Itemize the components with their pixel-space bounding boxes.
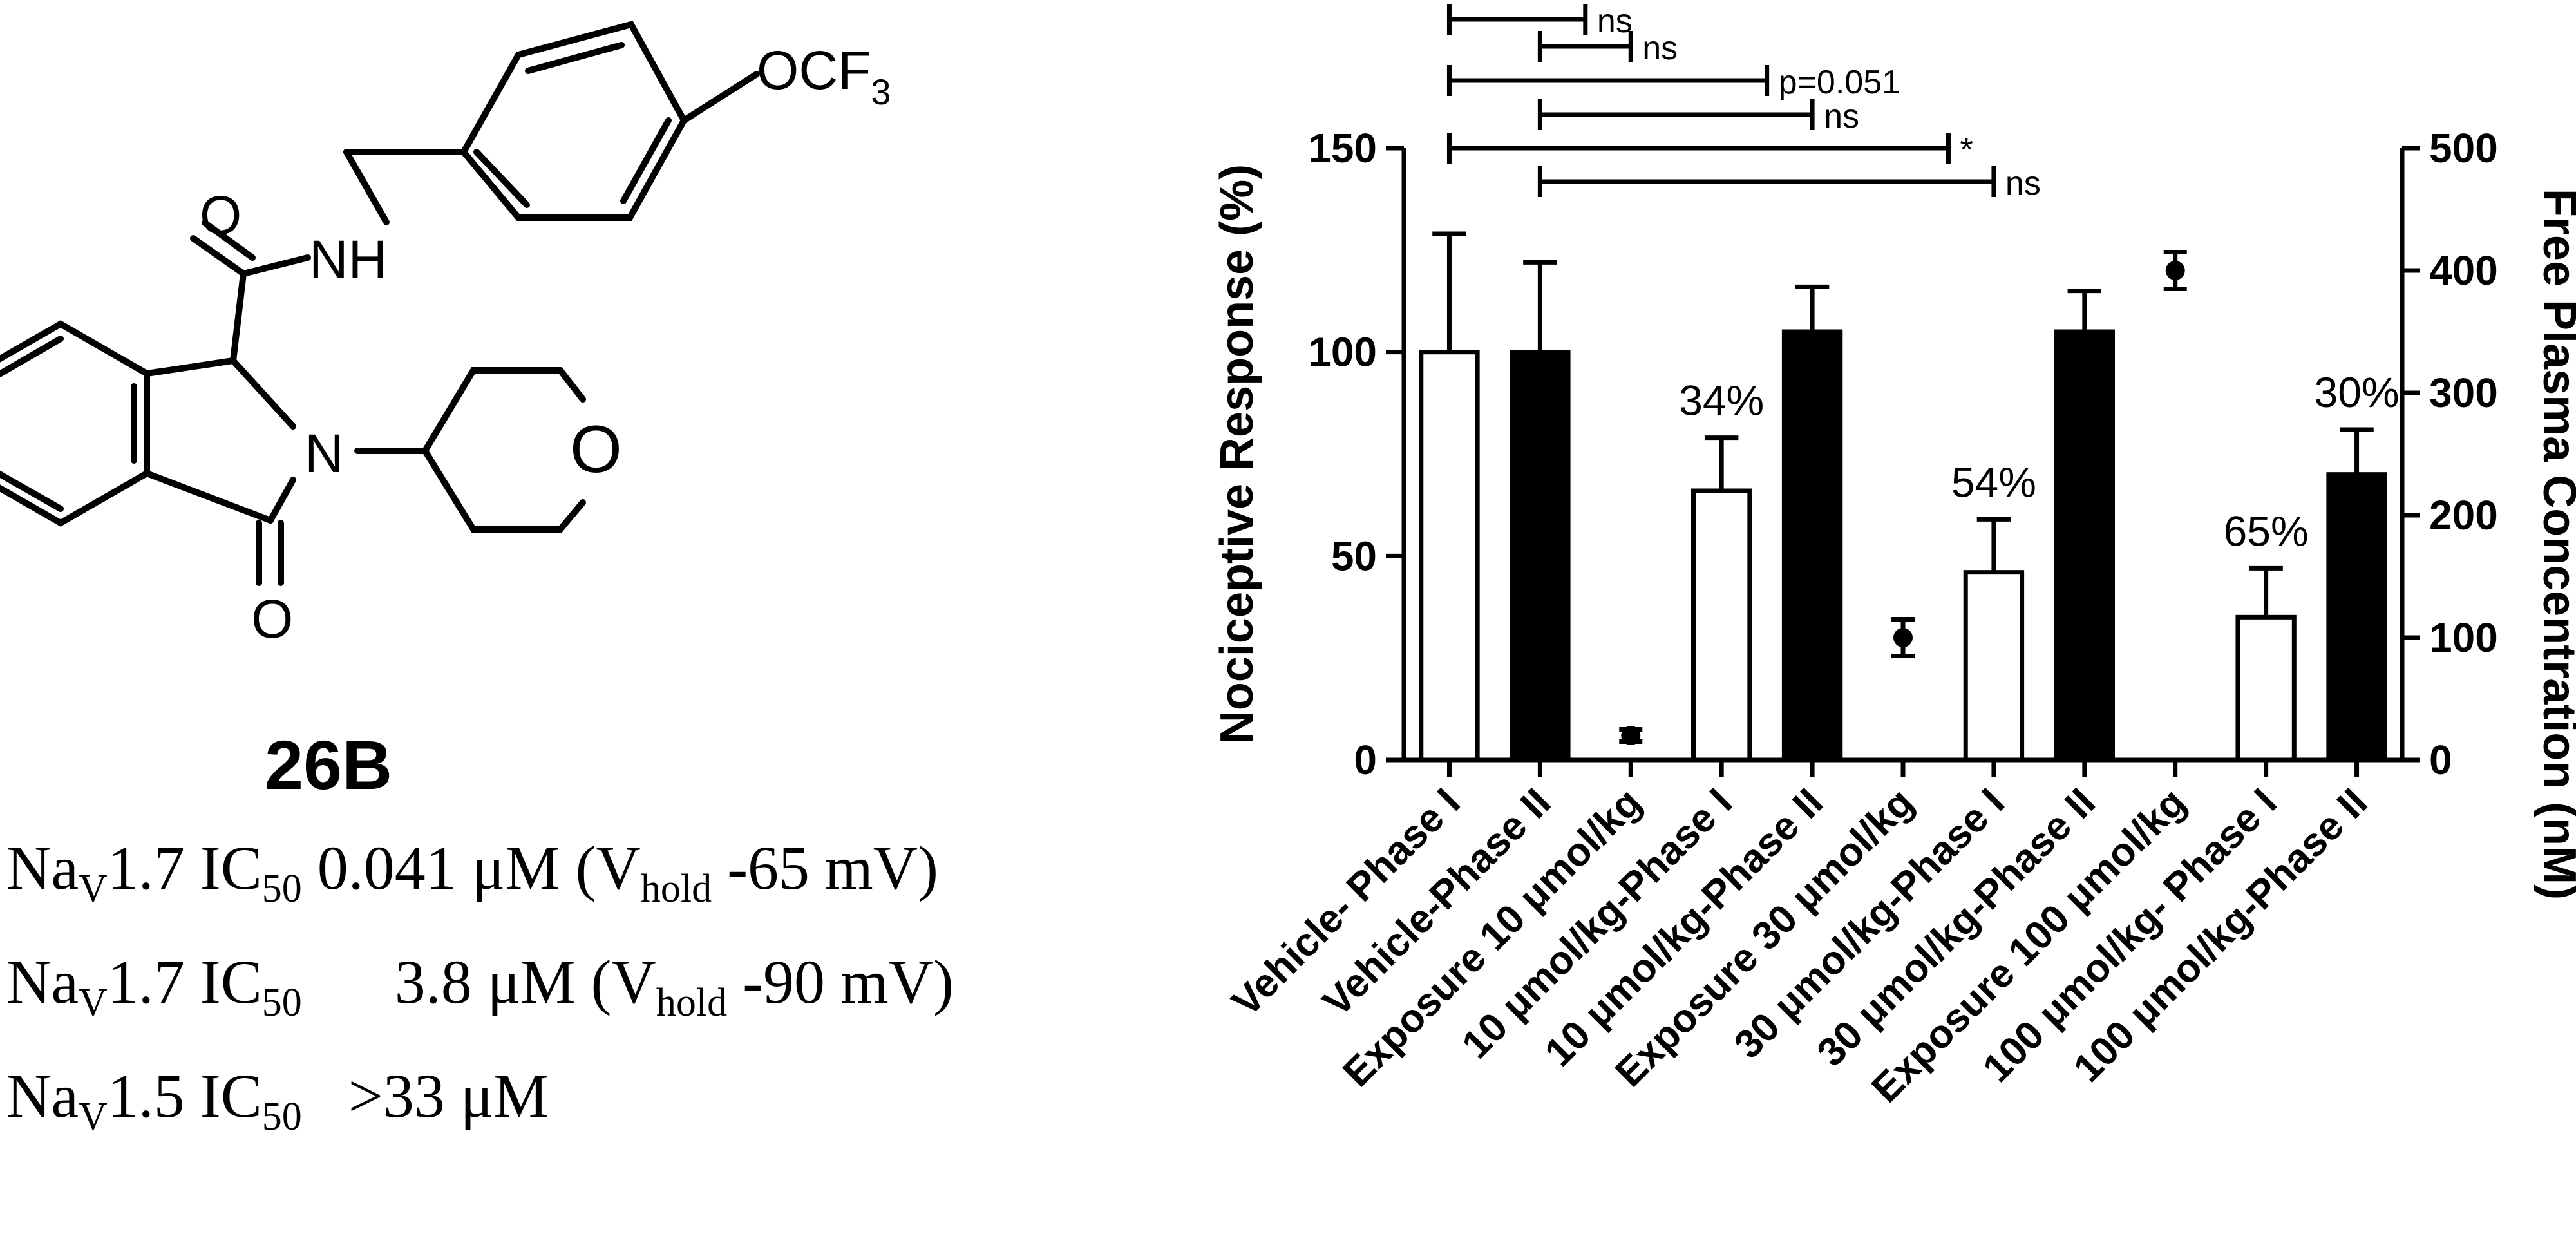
bar [2235,614,2297,763]
potency-line-3: NaV1.5 IC50 >33 μM [6,1061,549,1139]
bar-percent-label: 65% [2224,507,2309,555]
comparison-significance-label: ns [2005,165,2041,202]
comparison-significance-label: ns [1824,98,1859,135]
ocf3-label: OCF3 [757,40,891,112]
comparison-significance-label: * [1960,131,1973,169]
amide-oxygen-label: O [200,185,242,245]
right-y-tick-label: 500 [2429,125,2498,171]
bar [1419,350,1480,763]
bar [2326,472,2387,763]
bar [1963,570,2025,763]
ring-nitrogen-label: N [305,423,344,484]
potency-line-2: NaV1.7 IC50 3.8 μM (Vhold -90 mV) [6,947,954,1025]
right-y-tick-label: 300 [2429,370,2498,416]
comparison-significance-label: p=0.051 [1779,64,1900,101]
right-y-axis-title: Free Plasma Concentration (nM) [2533,189,2576,900]
exposure-point [1621,726,1641,745]
bar-percent-label: 34% [1679,377,1764,424]
left-y-axis-title: Nociceptive Response (%) [1211,164,1263,744]
nociceptive-response-chart: 0 50 100 150 0 100 200 300 400 500 Nociceptive Res… [1211,3,2576,1111]
bar-percent-label: 30% [2314,368,2399,416]
right-y-tick-label: 0 [2429,737,2452,783]
comparison-significance-label: ns [1642,30,1678,67]
bar [2054,329,2115,763]
oxane-oxygen-label: O [570,412,622,487]
structure-bonds [0,21,760,586]
structure-atom-labels: OCF3 O NH N O O [200,40,891,649]
exposure-point [2165,261,2185,280]
bar [1510,350,1571,763]
comparison-significance-label: ns [1597,3,1633,40]
left-y-tick-label: 0 [1354,737,1377,783]
left-y-tick-label: 150 [1308,125,1377,171]
left-y-tick-label: 50 [1331,533,1377,579]
ketone-oxygen-label: O [251,589,293,649]
bar [1691,488,1752,763]
compound-name: 26B [264,726,393,804]
right-y-tick-label: 400 [2429,247,2498,294]
chemical-structure: OCF3 O NH N O O [0,21,891,649]
exposure-point [1893,628,1913,647]
left-y-tick-label: 100 [1308,329,1377,375]
right-y-tick-label: 200 [2429,492,2498,538]
right-y-tick-label: 100 [2429,614,2498,661]
bar-percent-label: 54% [1951,458,2036,506]
potency-line-1: NaV1.7 IC50 0.041 μM (Vhold -65 mV) [6,833,939,911]
bar [1781,329,1843,763]
amide-nh-label: NH [309,229,387,290]
